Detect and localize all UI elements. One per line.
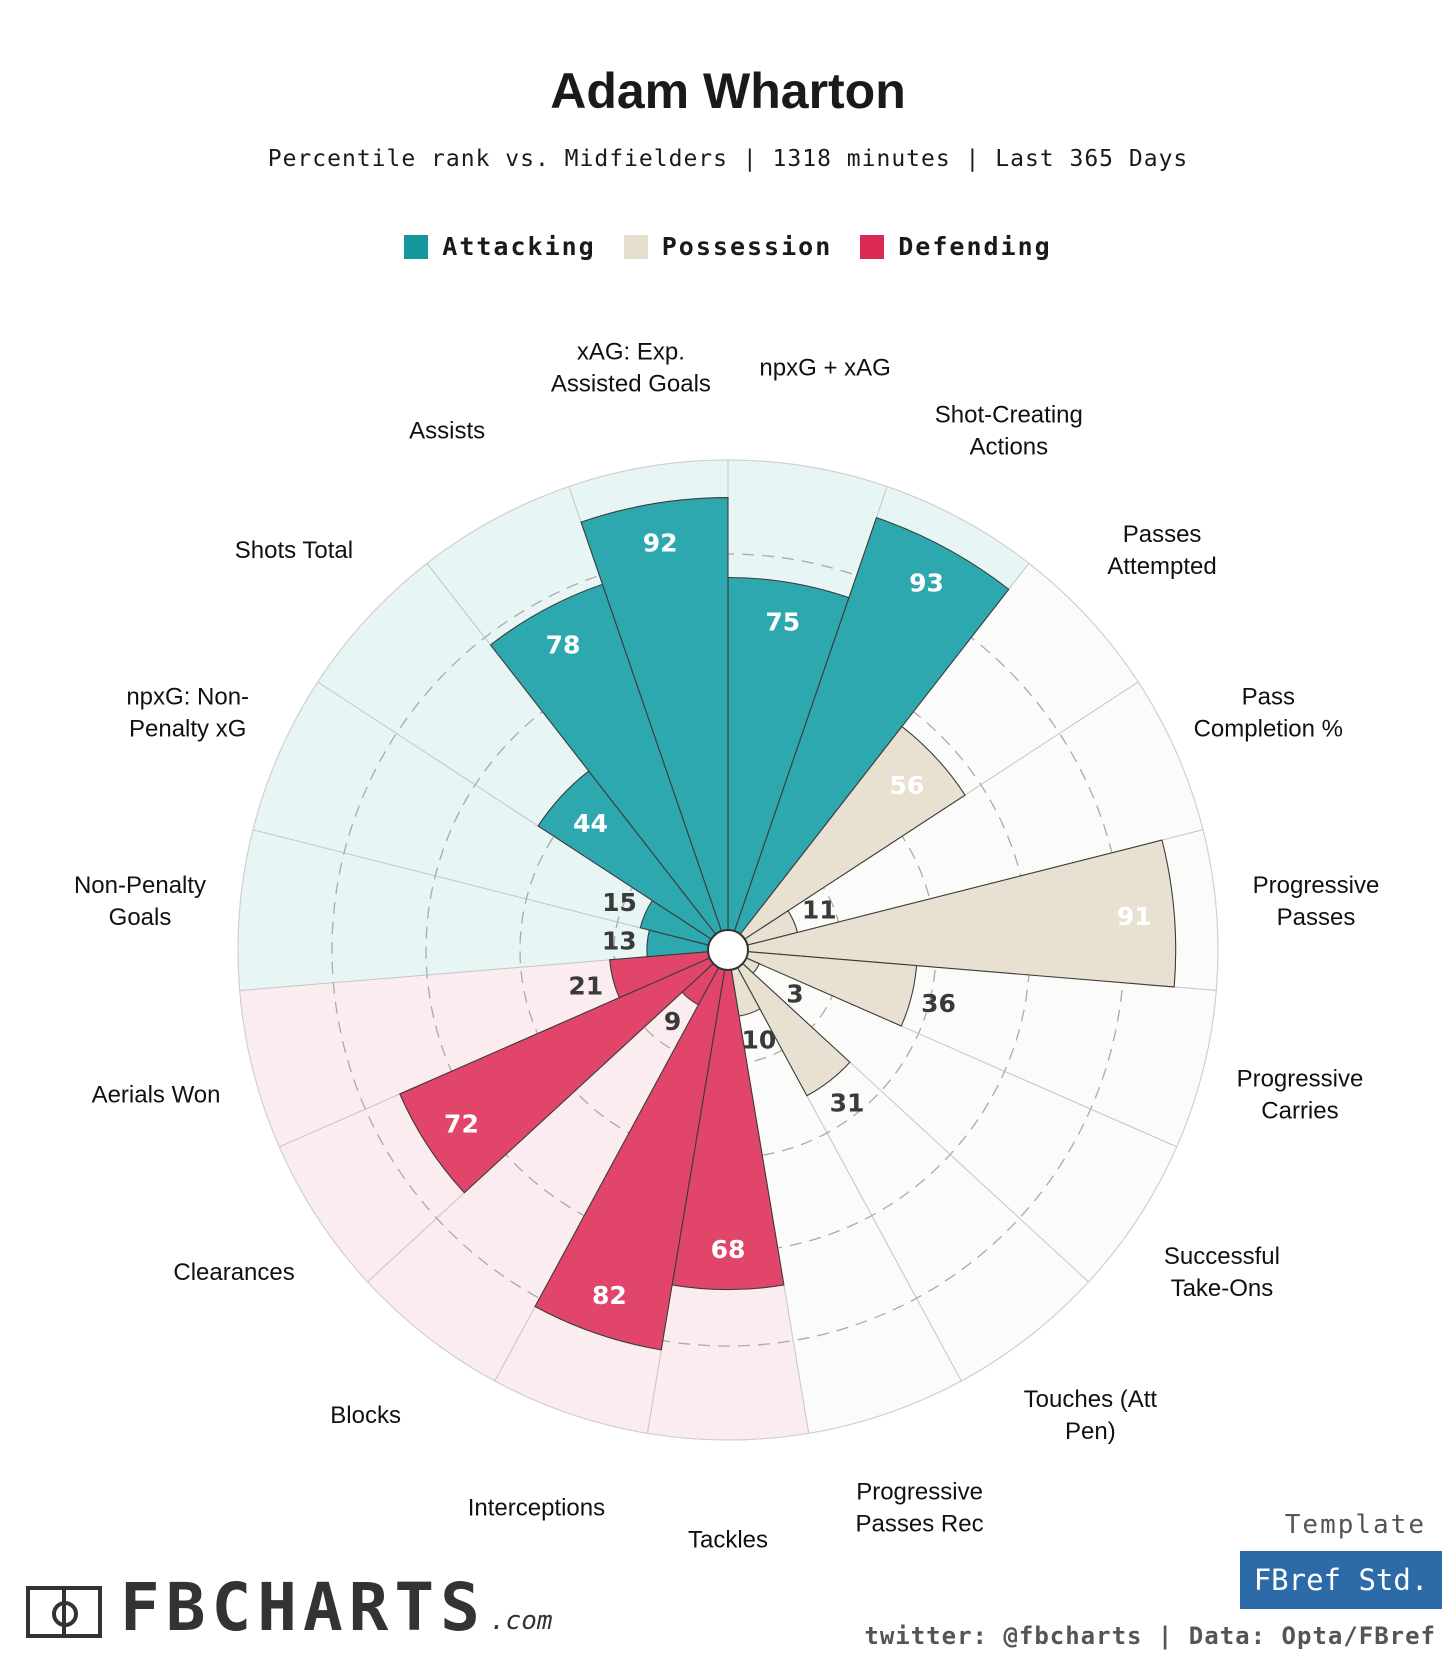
legend-attacking: Attacking: [404, 232, 595, 261]
category-label: Progressive Passes: [1253, 872, 1380, 931]
value-label: 13: [602, 926, 637, 955]
category-label: Progressive Passes Rec: [856, 1479, 984, 1538]
outer-ring: [237, 459, 1219, 1441]
value-label: 10: [741, 1025, 776, 1054]
value-label: 72: [444, 1110, 479, 1139]
value-label: 11: [802, 895, 837, 924]
value-label: 78: [546, 631, 581, 660]
legend-label-possession: Possession: [661, 232, 833, 261]
value-label: 68: [711, 1235, 746, 1264]
legend-label-defending: Defending: [898, 232, 1052, 261]
value-label: 82: [592, 1281, 627, 1310]
category-label: npxG: Non-Penalty xG: [126, 683, 249, 742]
value-label: 3: [786, 979, 803, 1008]
credit-text: twitter: @fbcharts | Data: Opta/FBref: [864, 1622, 1436, 1650]
legend-defending: Defending: [860, 232, 1051, 261]
legend: Attacking Possession Defending: [0, 232, 1456, 261]
value-label: 44: [573, 809, 608, 838]
value-label: 56: [890, 771, 925, 800]
value-label: 36: [921, 989, 956, 1018]
value-label: 75: [765, 608, 800, 637]
value-label: 9: [664, 1007, 681, 1036]
category-label: Interceptions: [468, 1495, 605, 1522]
brand-name: FBCHARTS: [120, 1569, 486, 1646]
value-label: 21: [568, 972, 603, 1001]
category-label: Non-Penalty Goals: [74, 872, 206, 931]
template-label: Template: [1284, 1510, 1426, 1540]
legend-swatch-possession: [623, 234, 648, 259]
chart-subtitle: Percentile rank vs. Midfielders | 1318 m…: [267, 146, 1189, 172]
value-label: 15: [602, 888, 637, 917]
category-label: Shots Total: [235, 537, 353, 564]
template-badge: FBref Std.: [1240, 1551, 1442, 1609]
value-label: 91: [1117, 902, 1152, 931]
category-label: Shot-Creating Actions: [935, 402, 1083, 461]
category-label: Assists: [409, 418, 485, 445]
category-label: Clearances: [173, 1259, 294, 1286]
category-label: Pass Completion %: [1194, 683, 1343, 742]
legend-possession: Possession: [623, 232, 833, 261]
category-label: xAG: Exp. Assisted Goals: [551, 339, 711, 398]
category-label: Progressive Carries: [1237, 1065, 1364, 1124]
center-hole: [707, 929, 749, 971]
fbcharts-logo: FBCHARTS .com: [26, 1569, 553, 1646]
chart-title: Adam Wharton: [550, 63, 906, 119]
legend-label-attacking: Attacking: [442, 232, 596, 261]
category-label: npxG + xAG: [759, 355, 890, 382]
category-label: Aerials Won: [92, 1081, 221, 1108]
legend-swatch-attacking: [404, 234, 429, 259]
category-label: Successful Take-Ons: [1164, 1243, 1280, 1302]
category-label: Passes Attempted: [1107, 521, 1216, 580]
value-label: 93: [909, 569, 944, 598]
value-label: 92: [643, 529, 678, 558]
category-label: Touches (Att Pen): [1024, 1386, 1158, 1445]
legend-swatch-defending: [860, 234, 885, 259]
pitch-icon: [26, 1586, 102, 1638]
category-label: Tackles: [688, 1527, 768, 1554]
value-label: 31: [830, 1088, 865, 1117]
brand-suffix: .com: [489, 1606, 553, 1636]
category-label: Blocks: [330, 1402, 401, 1429]
